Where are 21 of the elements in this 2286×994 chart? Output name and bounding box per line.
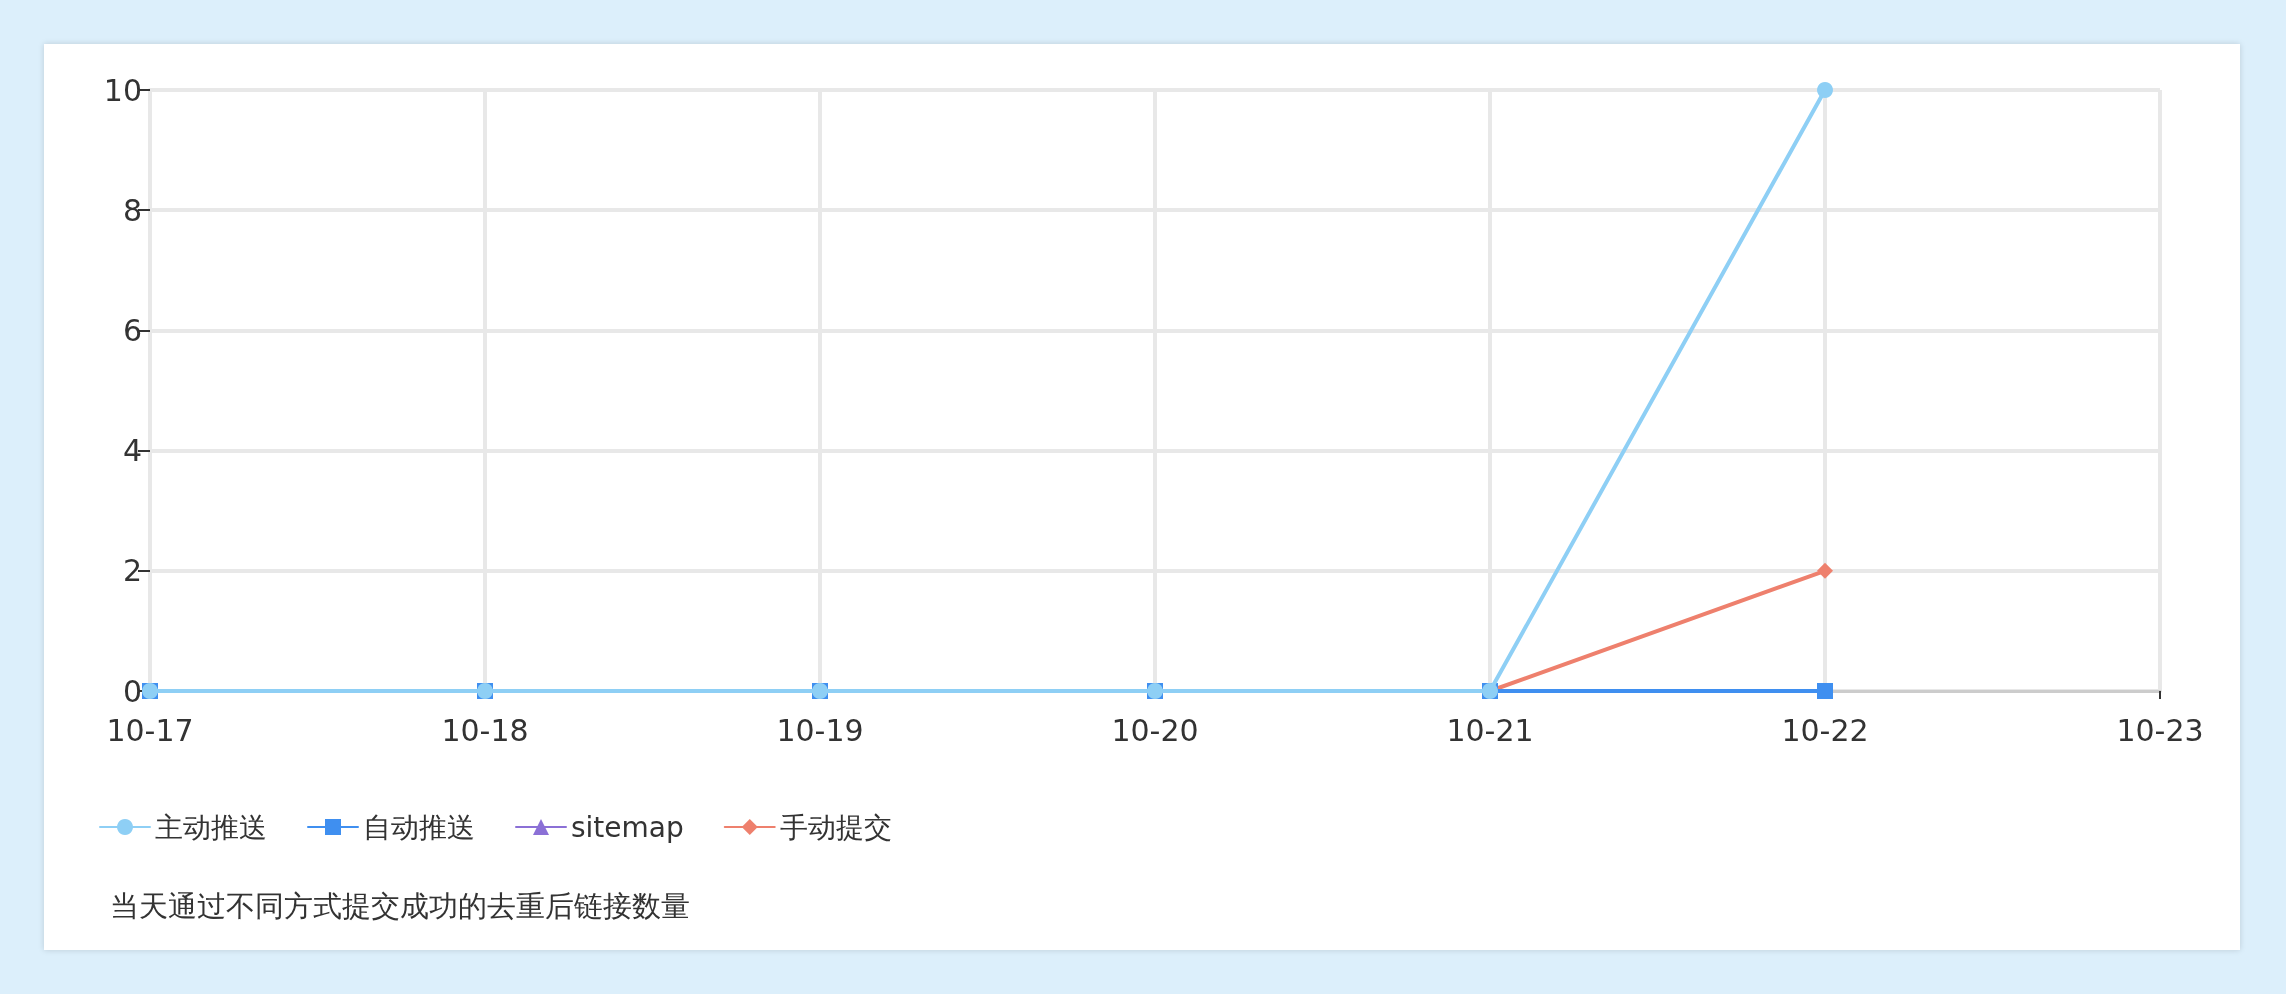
x-tick-label: 10-20 (1111, 712, 1199, 748)
y-tick-label: 2 (122, 553, 142, 589)
y-tick-label: 0 (122, 673, 142, 709)
y-tick-label: 6 (122, 312, 142, 348)
legend-label: 自动推送 (363, 810, 475, 844)
text: 当天通过不同方式提交成功的去重后链接数量 (110, 888, 690, 925)
legend-label: sitemap (571, 810, 684, 844)
x-tick-label: 10-23 (2116, 712, 2204, 748)
x-tick-label: 10-18 (441, 712, 529, 748)
y-tick-label: 10 (103, 72, 142, 108)
x-tick-label: 10-19 (776, 712, 864, 748)
point (1817, 82, 1833, 98)
y-tick-label: 8 (122, 192, 142, 228)
legend-label: 手动提交 (779, 810, 892, 844)
x-tick-label: 10-21 (1446, 712, 1534, 748)
point (1817, 562, 1833, 579)
x-tick-label: 10-22 (1781, 712, 1869, 748)
y-tick-label: 4 (122, 433, 142, 469)
point (1817, 683, 1833, 699)
x-tick-label: 10-17 (106, 712, 194, 748)
legend-label: 主动推送 (155, 810, 267, 844)
